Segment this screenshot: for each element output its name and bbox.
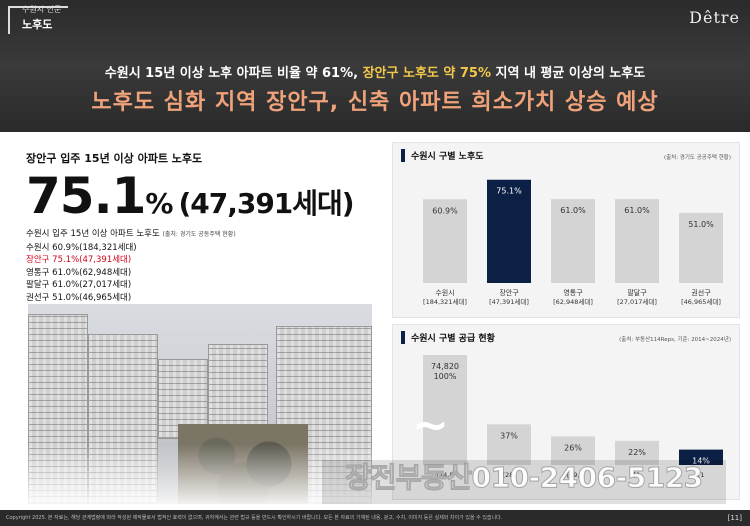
chart-title: 수원시 구별 공급 현황 bbox=[401, 331, 495, 344]
chart-value-label: 14% bbox=[692, 457, 710, 466]
apartment-building bbox=[208, 344, 268, 434]
headline-highlight: 장안구 노후도 약 75% bbox=[362, 66, 491, 81]
chart-category-sublabel: [27,017세대] bbox=[617, 297, 657, 306]
stats-row: 권선구 51.0%(46,965세대) bbox=[26, 292, 132, 303]
apartment-photo bbox=[28, 304, 372, 504]
chart-bar bbox=[487, 424, 531, 465]
stats-row-highlight: 장안구 75.1%(47,391세대) bbox=[26, 255, 132, 265]
chart-bar bbox=[679, 212, 723, 283]
headline-text-post: 지역 내 평균 이상의 노후도 bbox=[491, 66, 646, 81]
chart-category-sublabel: [28, bbox=[503, 471, 516, 479]
chart-source: (출처: 경기도 공공주택 현황) bbox=[663, 155, 731, 161]
big-stat-households: (47,391세대) bbox=[178, 187, 354, 220]
stats-row: 수원시 60.9%(184,321세대) bbox=[26, 242, 137, 253]
brand-title: 노후도 bbox=[22, 18, 53, 31]
chart-category-label: 영통구 bbox=[563, 288, 583, 297]
chart-value-label: 61.0% bbox=[560, 206, 586, 215]
watermark-text: 장전부동산010-2406-5123 bbox=[345, 461, 704, 495]
chart-title: 수원시 구별 노후도 bbox=[401, 149, 484, 162]
chart-category-sublabel: [47,391세대] bbox=[489, 297, 529, 306]
chart-category-sublabel: [62,948세대] bbox=[553, 297, 593, 306]
chart-value-label: 100% bbox=[434, 372, 457, 381]
header-banner: 수원시 인문 노후도 Dêtre 수원시 15년 이상 노후 아파트 비율 약 … bbox=[0, 0, 750, 132]
chart-category-sublabel: [46,965세대] bbox=[681, 297, 721, 306]
chart-value-label: 51.0% bbox=[688, 220, 714, 229]
headline-main: 노후도 심화 지역 장안구, 신축 아파트 희소가치 상승 예상 bbox=[91, 90, 659, 115]
chart-panel-supply: 수원시 구별 공급 현황 (출처: 부동산114Reps, 기준: 2014~2… bbox=[392, 324, 740, 500]
chart-value-label: 26% bbox=[564, 443, 582, 452]
chart-bar bbox=[487, 179, 531, 283]
chart-value-label: 61.0% bbox=[624, 206, 650, 215]
stats-list: 수원시 입주 15년 이상 아파트 노후도 (출처: 경기도 공동주택 현황) … bbox=[26, 228, 236, 304]
stats-row: 팔달구 61.0%(27,017세대) bbox=[26, 280, 132, 290]
chart-category-sublabel: [184,321세대] bbox=[423, 297, 467, 306]
tilde-mark: ~ bbox=[412, 400, 449, 451]
chart-value-label: 75.1% bbox=[496, 187, 522, 196]
stats-row: 영통구 61.0%(62,948세대) bbox=[26, 267, 132, 278]
page-number: [11] bbox=[727, 514, 742, 522]
brand-corner-mark bbox=[8, 6, 68, 34]
chart-bar bbox=[615, 440, 659, 465]
chart-value-label: 37% bbox=[500, 431, 518, 440]
chart-value-label: 22% bbox=[628, 448, 646, 457]
chart-panel-aging: 수원시 구별 노후도 (출처: 경기도 공공주택 현황) 60.9% 수원시 [18… bbox=[392, 142, 740, 318]
chart-category-label: 권선구 bbox=[691, 288, 711, 297]
chart-bar bbox=[551, 199, 595, 283]
chart-bar bbox=[615, 199, 659, 283]
headline-summary: 수원시 15년 이상 노후 아파트 비율 약 61%, 장안구 노후도 약 75… bbox=[0, 62, 750, 81]
aging-bar-chart: 60.9% 수원시[184,321세대] 75.1% 장안구[47,391세대] 61.… bbox=[423, 179, 723, 306]
headline-text-pre: 수원시 15년 이상 노후 아파트 비율 약 61%, bbox=[104, 66, 363, 81]
chart-category-label: 팔달구 bbox=[627, 288, 647, 297]
stats-heading: 수원시 입주 15년 이상 아파트 노후도 (출처: 경기도 공동주택 현황) bbox=[26, 228, 236, 242]
left-section-title: 장안구 입주 15년 이상 아파트 노후도 bbox=[26, 152, 203, 165]
chart-bar bbox=[423, 199, 467, 283]
stats-heading-text: 수원시 입주 15년 이상 아파트 노후도 bbox=[26, 229, 160, 239]
chart-source: (출처: 부동산114Reps, 기준: 2014~2024년) bbox=[619, 337, 731, 343]
big-stat-value: 75.1 bbox=[26, 167, 146, 225]
brand-subtitle: 수원시 인문 bbox=[22, 5, 62, 14]
big-stat: 75.1% (47,391세대) bbox=[26, 167, 355, 232]
chart-category-sublabel: [1 bbox=[634, 471, 641, 479]
chart-bar bbox=[423, 355, 467, 465]
big-stat-unit: % bbox=[145, 187, 173, 220]
watermark-backdrop bbox=[322, 460, 726, 504]
chart-category-sublabel: [1 bbox=[698, 471, 705, 479]
chart-bar bbox=[551, 436, 595, 465]
chart-category-sublabel: [19, bbox=[567, 471, 580, 479]
footer-bar: Copyright 2025. 본 자료는, 해당 관계법령에 따라 작성된 제… bbox=[0, 510, 750, 526]
footer-disclaimer: Copyright 2025. 본 자료는, 해당 관계법령에 따라 작성된 제… bbox=[6, 515, 503, 521]
chart-category-label: 수원시 bbox=[435, 288, 454, 297]
photo-fade bbox=[28, 444, 372, 504]
chart-category-label: 장안구 bbox=[499, 288, 519, 297]
detre-logo: Dêtre bbox=[689, 8, 740, 27]
chart-bar bbox=[679, 449, 723, 465]
chart-value-label: 60.9% bbox=[432, 206, 458, 215]
chart-category-sublabel: [74,8 bbox=[436, 471, 453, 479]
chart-value-label: 74,820 bbox=[431, 362, 459, 371]
stats-source: (출처: 경기도 공동주택 현황) bbox=[162, 231, 236, 238]
